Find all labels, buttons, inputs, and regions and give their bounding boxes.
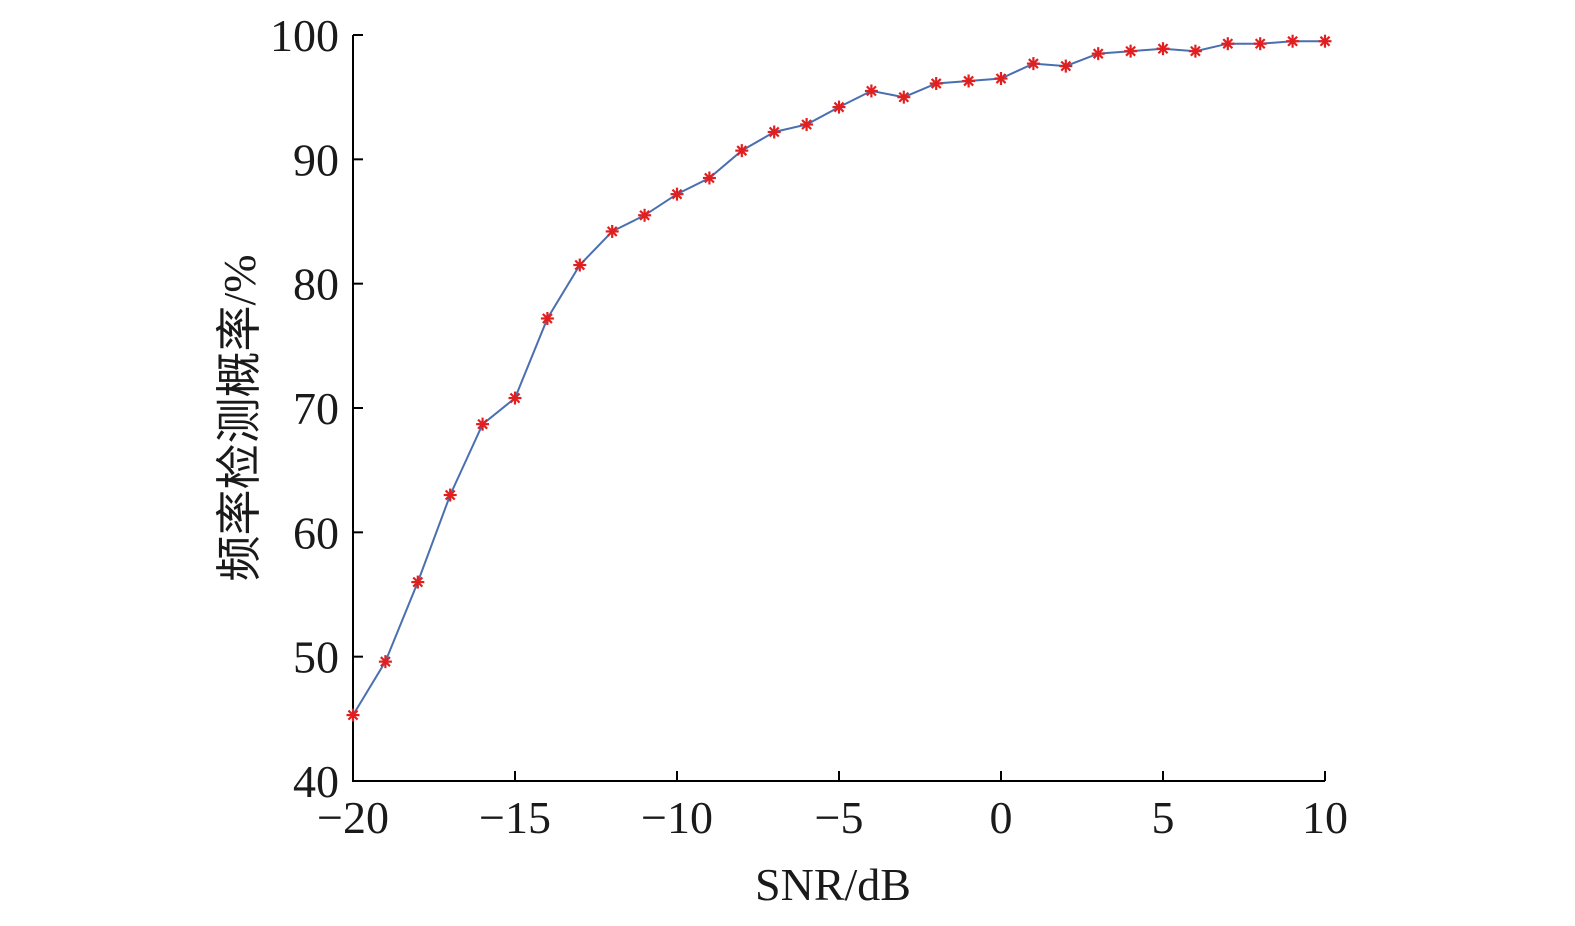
data-point-marker <box>378 655 392 669</box>
data-point-marker <box>1286 34 1300 48</box>
data-point-marker <box>897 90 911 104</box>
x-tick-label: −15 <box>479 792 551 843</box>
data-point-marker <box>1188 44 1202 58</box>
data-point-marker <box>638 208 652 222</box>
data-point-marker <box>767 125 781 139</box>
data-point-marker <box>540 311 554 325</box>
x-tick-label: −10 <box>641 792 713 843</box>
y-tick-label: 40 <box>293 756 339 807</box>
y-tick-label: 90 <box>293 134 339 185</box>
data-point-marker <box>1253 37 1267 51</box>
y-tick-label: 80 <box>293 259 339 310</box>
data-point-marker <box>702 171 716 185</box>
axes <box>352 35 1325 782</box>
data-point-marker <box>670 187 684 201</box>
data-point-marker <box>800 118 814 132</box>
data-point-marker <box>832 100 846 114</box>
data-point-marker <box>605 224 619 238</box>
series-line <box>352 40 1325 716</box>
axes-frame <box>352 35 1325 782</box>
data-point-marker <box>1026 57 1040 71</box>
x-tick-label: −5 <box>815 792 864 843</box>
x-tick-label: 5 <box>1152 792 1175 843</box>
y-tick-label: 70 <box>293 383 339 434</box>
series-group <box>346 34 1332 722</box>
data-point-marker <box>735 144 749 158</box>
data-point-marker <box>411 575 425 589</box>
y-axis-title: 频率检测概率/% <box>214 254 265 581</box>
data-point-marker <box>864 84 878 98</box>
x-tick-label: 0 <box>990 792 1013 843</box>
data-point-marker <box>346 708 360 722</box>
data-point-marker <box>994 72 1008 86</box>
x-axis-title: SNR/dB <box>755 859 911 910</box>
data-point-marker <box>1156 42 1170 56</box>
data-point-marker <box>962 74 976 88</box>
data-point-marker <box>1318 34 1332 48</box>
x-tick-label: −20 <box>317 792 389 843</box>
x-axis-ticks: −20 −15 −10 −5 0 5 10 <box>317 771 1348 843</box>
data-point-marker <box>929 76 943 90</box>
data-point-marker <box>1091 47 1105 61</box>
data-point-marker <box>573 258 587 272</box>
data-point-marker <box>476 417 490 431</box>
y-tick-label: 60 <box>293 507 339 558</box>
y-axis-ticks: 40 50 60 70 80 90 100 <box>270 10 363 807</box>
y-tick-label: 50 <box>293 632 339 683</box>
data-point-marker <box>1221 37 1235 51</box>
y-tick-label: 100 <box>270 10 339 61</box>
data-point-marker <box>443 488 457 502</box>
data-point-marker <box>1059 59 1073 73</box>
data-point-marker <box>508 391 522 405</box>
data-point-marker <box>1124 44 1138 58</box>
x-tick-label: 10 <box>1302 792 1348 843</box>
